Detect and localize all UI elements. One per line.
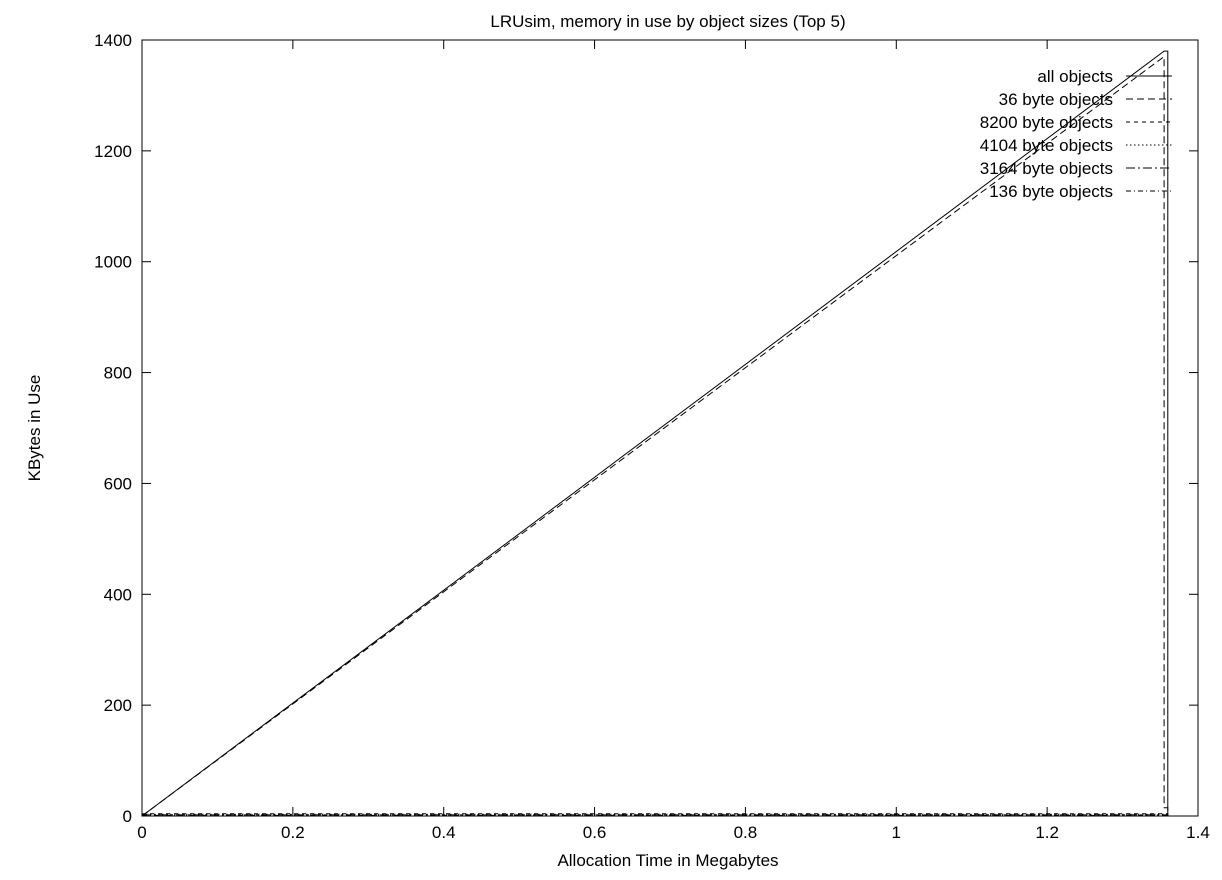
- y-tick-label: 200: [104, 696, 132, 715]
- x-tick-label: 0.4: [432, 823, 456, 842]
- x-tick-label: 1: [892, 823, 901, 842]
- y-tick-label: 400: [104, 585, 132, 604]
- legend-label: 4104 byte objects: [980, 136, 1113, 155]
- legend-label: 136 byte objects: [989, 182, 1113, 201]
- y-tick-label: 800: [104, 364, 132, 383]
- legend-label: 8200 byte objects: [980, 113, 1113, 132]
- y-tick-label: 1000: [94, 253, 132, 272]
- x-tick-label: 0.6: [583, 823, 607, 842]
- plot-area-frame: [141, 39, 1199, 817]
- x-tick-label: 0.2: [281, 823, 305, 842]
- chart-title: LRUsim, memory in use by object sizes (T…: [490, 12, 845, 31]
- legend-label: all objects: [1037, 67, 1113, 86]
- axis-ticks: 0 0.2 0.4 0.6 0.8 1 1.2 1.4 0 200 400 600 800 1000 120…: [94, 31, 1210, 842]
- y-tick-label: 0: [123, 807, 132, 826]
- x-axis-label: Allocation Time in Megabytes: [557, 851, 778, 870]
- legend-label: 3164 byte objects: [980, 159, 1113, 178]
- series-line: [142, 814, 1169, 816]
- series-group: [141, 50, 1169, 817]
- legend-label: 36 byte objects: [999, 90, 1113, 109]
- x-tick-label: 1.4: [1186, 823, 1210, 842]
- x-tick-label: 0.8: [734, 823, 758, 842]
- legend: all objects 36 byte objects 8200 byte obje…: [980, 67, 1172, 201]
- x-tick-label: 0: [137, 823, 146, 842]
- y-tick-label: 1200: [94, 142, 132, 161]
- x-tick-label: 1.2: [1035, 823, 1059, 842]
- y-axis-label: KBytes in Use: [25, 375, 44, 482]
- series-line: [141, 55, 1169, 817]
- series-line: [141, 50, 1169, 817]
- y-tick-label: 1400: [94, 31, 132, 50]
- y-tick-label: 600: [104, 474, 132, 493]
